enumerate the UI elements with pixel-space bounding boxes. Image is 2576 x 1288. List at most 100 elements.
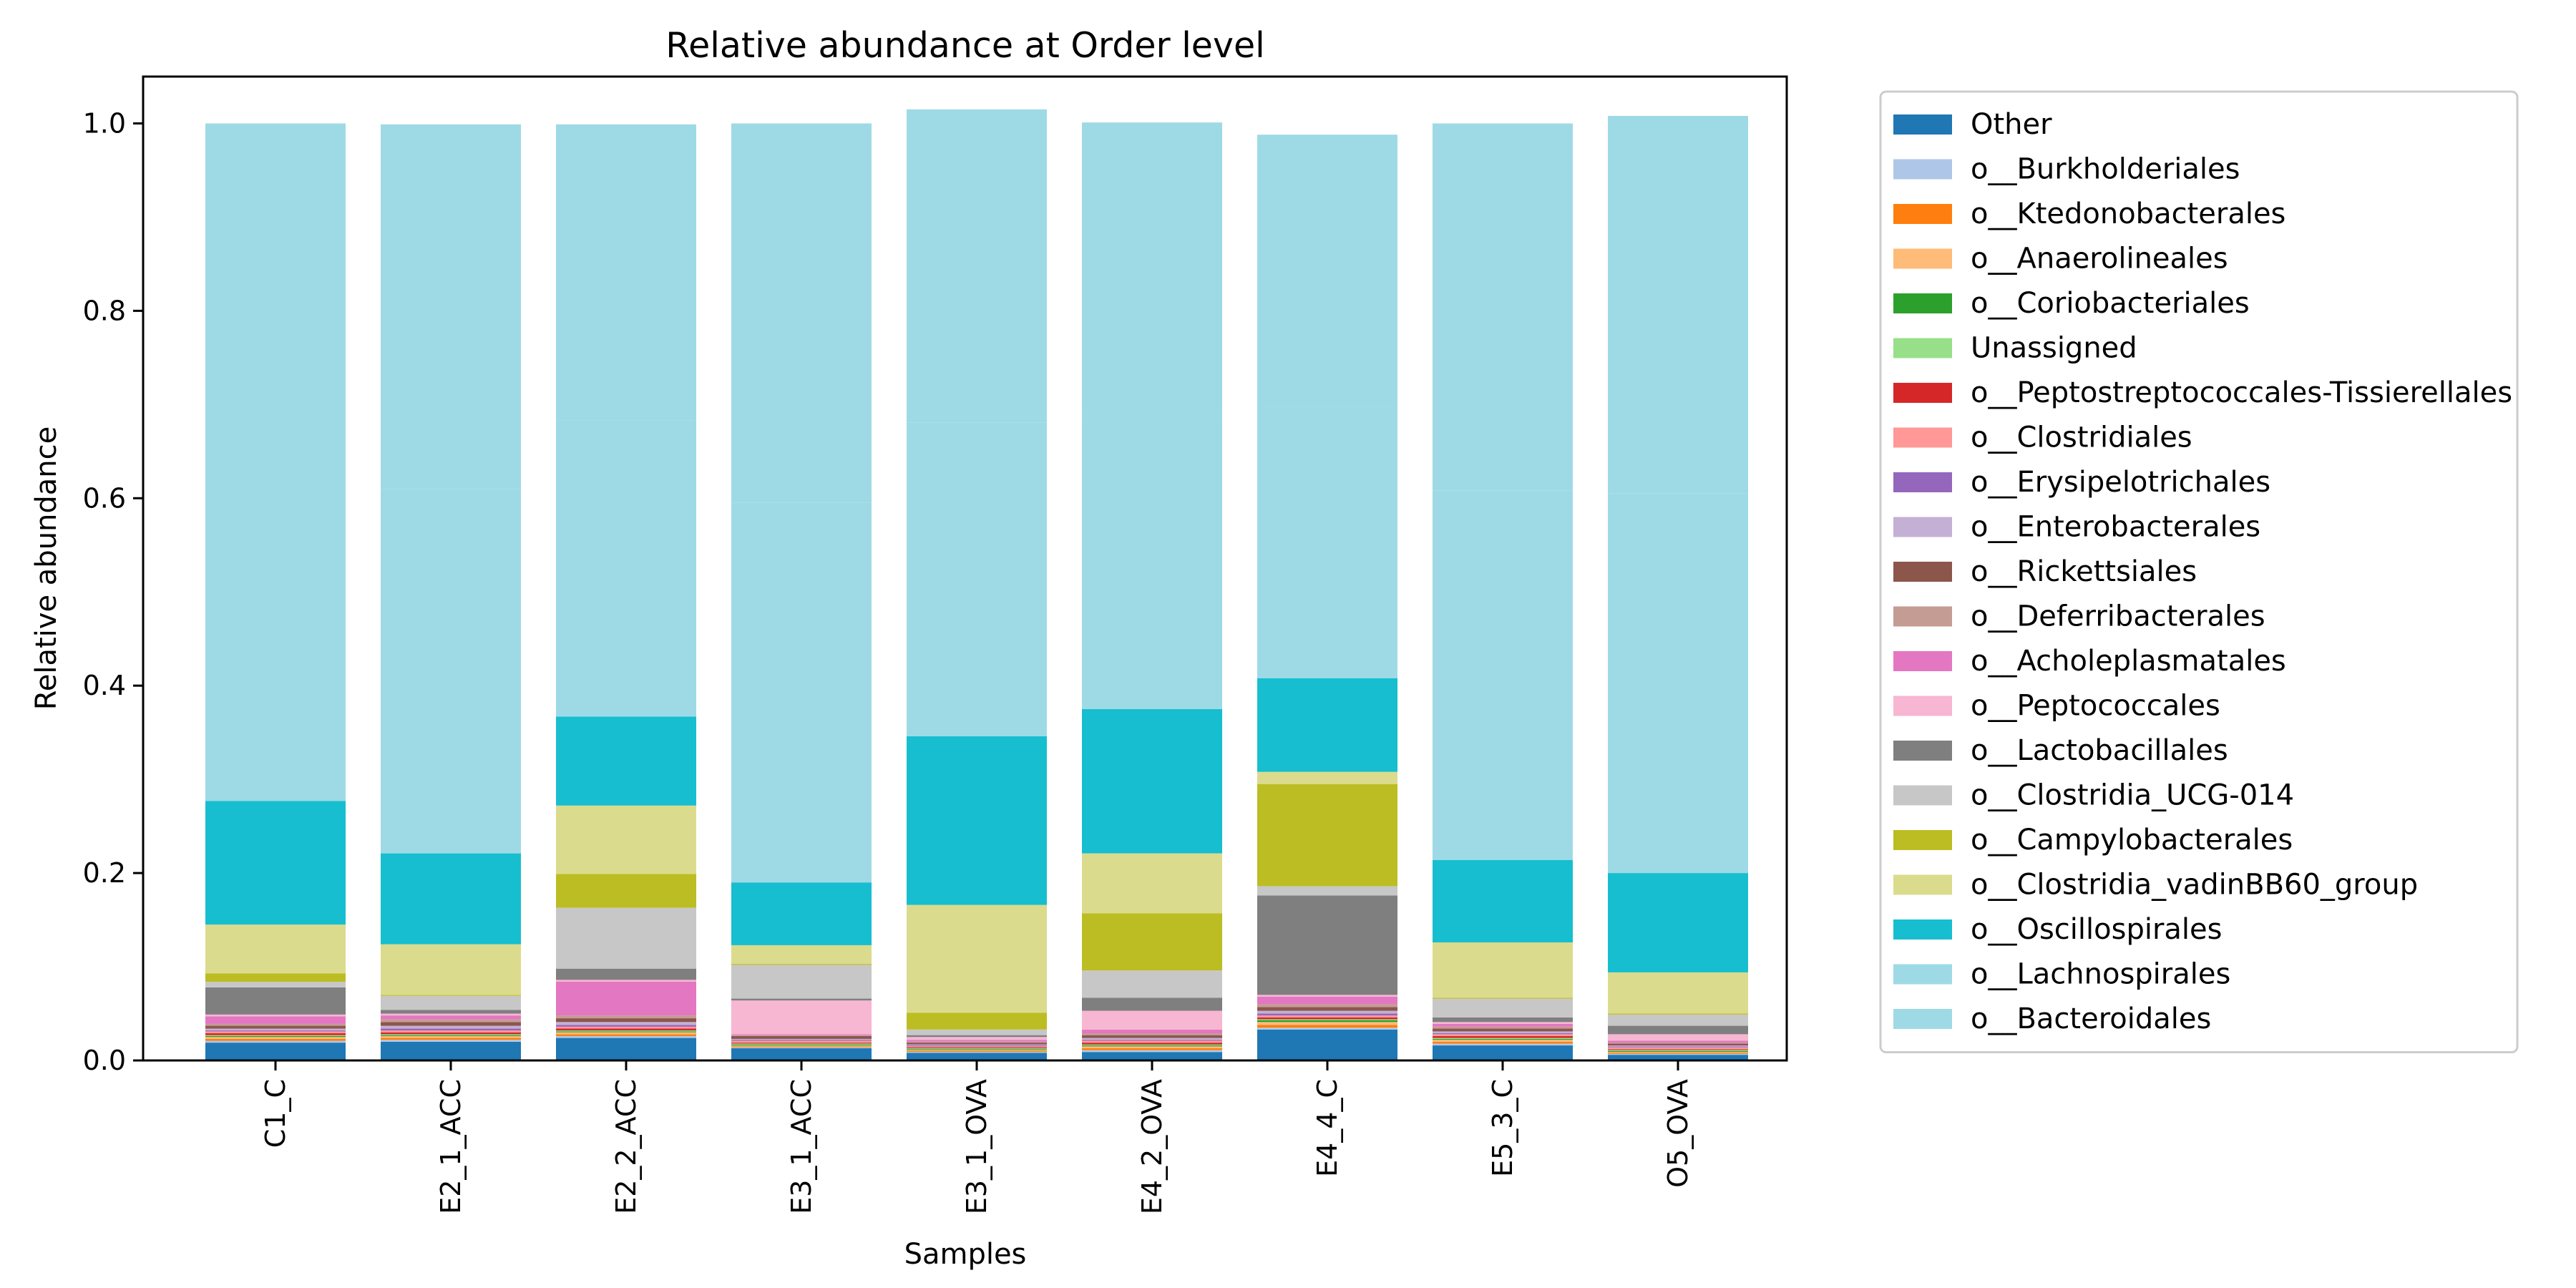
bar-E4_2_OVA-series-11 bbox=[1082, 1033, 1222, 1035]
bar-E4_4_C-series-9 bbox=[1257, 1010, 1397, 1014]
x-tick-label: O5_OVA bbox=[1662, 1079, 1694, 1188]
y-tick-label: 0.6 bbox=[83, 482, 126, 514]
legend-label: o__Anaerolineales bbox=[1971, 243, 2228, 275]
bar-C1_C-series-3 bbox=[205, 1037, 346, 1039]
bar-E4_2_OVA-series-12 bbox=[1082, 1029, 1222, 1034]
y-tick-label: 0.8 bbox=[83, 295, 126, 326]
x-tick-label: E4_4_C bbox=[1312, 1079, 1343, 1177]
bar-O5_OVA-series-18 bbox=[1608, 873, 1748, 972]
bar-E3_1_OVA-series-4 bbox=[907, 1049, 1047, 1050]
bar-E4_4_C-series-11 bbox=[1257, 1004, 1397, 1008]
plot-frame bbox=[142, 75, 1788, 1062]
legend-label: o__Enterobacterales bbox=[1971, 511, 2260, 544]
x-tick-label: E2_2_ACC bbox=[610, 1079, 642, 1214]
bar-E2_1_ACC-series-9 bbox=[381, 1025, 521, 1029]
x-tick-label: E2_1_ACC bbox=[435, 1079, 467, 1214]
bar-C1_C-series-8 bbox=[205, 1030, 346, 1032]
bar-E4_2_OVA-series-13 bbox=[1082, 1010, 1222, 1030]
legend-label: o__Acholeplasmatales bbox=[1971, 645, 2286, 678]
legend-label: o__Deferribacterales bbox=[1971, 600, 2265, 633]
legend-swatch bbox=[1893, 159, 1952, 180]
bar-E4_4_C-series-13 bbox=[1257, 995, 1397, 997]
bar-E2_2_ACC-series-13 bbox=[556, 980, 696, 982]
bar-E5_3_C-series-8 bbox=[1433, 1033, 1573, 1035]
y-tick-label: 0.0 bbox=[83, 1045, 126, 1076]
bar-E3_1_OVA-series-16 bbox=[907, 1013, 1047, 1030]
bar-E3_1_OVA-series-15 bbox=[907, 1029, 1047, 1035]
legend-label: o__Coriobacteriales bbox=[1971, 287, 2250, 320]
x-tick-label: E3_1_OVA bbox=[961, 1079, 992, 1214]
bar-E4_4_C-series-18 bbox=[1257, 678, 1397, 772]
bar-C1_C-series-16 bbox=[205, 973, 346, 982]
bar-E5_3_C-series-9 bbox=[1433, 1031, 1573, 1034]
bar-E4_2_OVA-series-2 bbox=[1082, 1048, 1222, 1050]
bar-O5_OVA-series-0 bbox=[1608, 1055, 1748, 1060]
bar-C1_C-series-4 bbox=[205, 1035, 346, 1038]
x-axis-label: Samples bbox=[904, 1238, 1027, 1271]
bar-E2_1_ACC-series-4 bbox=[381, 1035, 521, 1036]
bar-C1_C-series-6 bbox=[205, 1033, 346, 1035]
bar-E2_2_ACC-series-2 bbox=[556, 1034, 696, 1036]
legend-swatch bbox=[1893, 651, 1952, 671]
bar-E5_3_C-series-6 bbox=[1433, 1035, 1573, 1038]
legend-swatch bbox=[1893, 1009, 1952, 1029]
legend-label: o__Lachnospirales bbox=[1971, 958, 2230, 991]
bar-E3_1_OVA-series-13 bbox=[907, 1037, 1047, 1040]
bar-E2_2_ACC-series-14 bbox=[556, 968, 696, 980]
bar-E5_3_C-series-18 bbox=[1433, 859, 1573, 942]
bar-E4_4_C-series-8 bbox=[1257, 1013, 1397, 1016]
bar-C1_C-series-19 bbox=[205, 462, 346, 801]
bar-O5_OVA-series-20 bbox=[1608, 116, 1748, 494]
bar-E2_1_ACC-series-0 bbox=[381, 1041, 521, 1060]
bar-E4_4_C-series-7 bbox=[1257, 1015, 1397, 1018]
bar-E3_1_ACC-series-12 bbox=[731, 1034, 872, 1035]
legend-label: o__Peptococcales bbox=[1971, 690, 2220, 723]
bar-E5_3_C-series-14 bbox=[1433, 1017, 1573, 1023]
bar-O5_OVA-series-14 bbox=[1608, 1025, 1748, 1035]
bar-O5_OVA-series-6 bbox=[1608, 1049, 1748, 1050]
bar-C1_C-series-20 bbox=[205, 123, 346, 463]
bar-E2_2_ACC-series-20 bbox=[556, 124, 696, 421]
bar-E3_1_OVA-series-0 bbox=[907, 1053, 1047, 1060]
bar-O5_OVA-series-10 bbox=[1608, 1043, 1748, 1046]
bar-E4_4_C-series-17 bbox=[1257, 771, 1397, 784]
bar-C1_C-series-17 bbox=[205, 924, 346, 974]
bar-E5_3_C-series-20 bbox=[1433, 123, 1573, 491]
bar-E4_2_OVA-series-16 bbox=[1082, 913, 1222, 971]
bar-E3_1_ACC-series-13 bbox=[731, 1000, 872, 1035]
y-axis-label: Relative abundance bbox=[30, 426, 63, 710]
bar-E3_1_ACC-series-17 bbox=[731, 945, 872, 965]
legend-label: o__Lactobacillales bbox=[1971, 734, 2228, 767]
bar-E3_1_OVA-series-18 bbox=[907, 736, 1047, 905]
legend-label: o__Clostridia_UCG-014 bbox=[1971, 779, 2294, 812]
y-tick-label: 0.4 bbox=[83, 670, 126, 701]
bar-E2_1_ACC-series-8 bbox=[381, 1028, 521, 1031]
bar-E2_2_ACC-series-8 bbox=[556, 1025, 696, 1027]
legend-label: o__Clostridia_vadinBB60_group bbox=[1971, 869, 2418, 902]
legend-label: o__Rickettsiales bbox=[1971, 555, 2197, 588]
bar-C1_C-series-10 bbox=[205, 1025, 346, 1029]
bar-C1_C-series-13 bbox=[205, 1014, 346, 1017]
bar-E3_1_ACC-series-2 bbox=[731, 1046, 872, 1048]
bar-E5_3_C-series-19 bbox=[1433, 490, 1573, 860]
bar-E3_1_ACC-series-3 bbox=[731, 1045, 872, 1047]
bar-E3_1_ACC-series-9 bbox=[731, 1038, 872, 1040]
bar-E3_1_OVA-series-17 bbox=[907, 904, 1047, 1013]
y-tick-label: 0.2 bbox=[83, 857, 126, 889]
bar-E3_1_OVA-series-5 bbox=[907, 1048, 1047, 1050]
legend-swatch bbox=[1893, 830, 1952, 850]
bar-E3_1_ACC-series-18 bbox=[731, 882, 872, 945]
legend-swatch bbox=[1893, 517, 1952, 537]
bar-E4_4_C-series-15 bbox=[1257, 886, 1397, 896]
legend-swatch bbox=[1893, 472, 1952, 492]
bar-E2_2_ACC-series-17 bbox=[556, 805, 696, 874]
bar-E2_1_ACC-series-12 bbox=[381, 1015, 521, 1020]
bar-E4_2_OVA-series-19 bbox=[1082, 416, 1222, 709]
legend-label: Unassigned bbox=[1971, 332, 2137, 365]
bar-O5_OVA-series-7 bbox=[1608, 1047, 1748, 1050]
bar-E3_1_ACC-series-5 bbox=[731, 1043, 872, 1045]
legend-frame bbox=[1879, 90, 2519, 1053]
bar-E2_2_ACC-series-0 bbox=[556, 1038, 696, 1060]
bar-E2_2_ACC-series-15 bbox=[556, 907, 696, 969]
